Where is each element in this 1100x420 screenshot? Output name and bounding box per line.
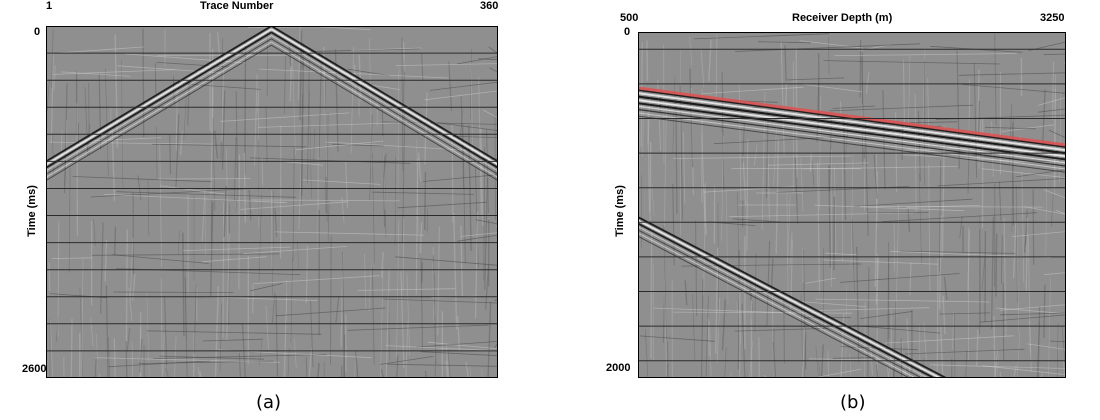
event-first-break-left	[46, 26, 272, 182]
x-tick-label-start: 500	[620, 12, 639, 24]
panel-caption-b: (b)	[840, 392, 866, 413]
grid-lines	[638, 48, 1066, 362]
plot-frame	[46, 26, 498, 378]
panel-caption-a: (a)	[256, 392, 282, 413]
y-tick-label-start: 0	[34, 26, 41, 38]
x-axis-title: Trace Number	[200, 0, 274, 12]
event-first-break-right	[270, 26, 498, 182]
y-axis-title: Time (ms)	[613, 185, 626, 237]
event-downgoing-wave	[638, 96, 1066, 173]
seismic-plot-b	[638, 32, 1066, 378]
x-tick-label-end: 360	[480, 0, 499, 12]
x-tick-label-end: 3250	[1040, 12, 1065, 24]
plot-background	[638, 32, 1066, 378]
y-tick-label-start: 0	[624, 26, 631, 38]
grid-lines	[46, 52, 498, 352]
x-tick-label-start: 1	[46, 0, 53, 12]
plot-frame	[638, 32, 1066, 378]
x-axis-title: Receiver Depth (m)	[792, 12, 893, 24]
y-tick-label-end: 2000	[606, 362, 631, 374]
first-break-pick-line	[638, 86, 1066, 147]
panel-a: 1 Trace Number 360 0 2600 Time (ms) (a)	[22, 0, 499, 413]
y-axis-title: Time (ms)	[25, 185, 38, 237]
seismic-plot-a	[46, 26, 498, 378]
seismic-texture	[46, 26, 498, 378]
panel-b: 500 Receiver Depth (m) 3250 0 2000 Time …	[560, 0, 1100, 420]
y-tick-label-end: 2600	[22, 363, 47, 375]
